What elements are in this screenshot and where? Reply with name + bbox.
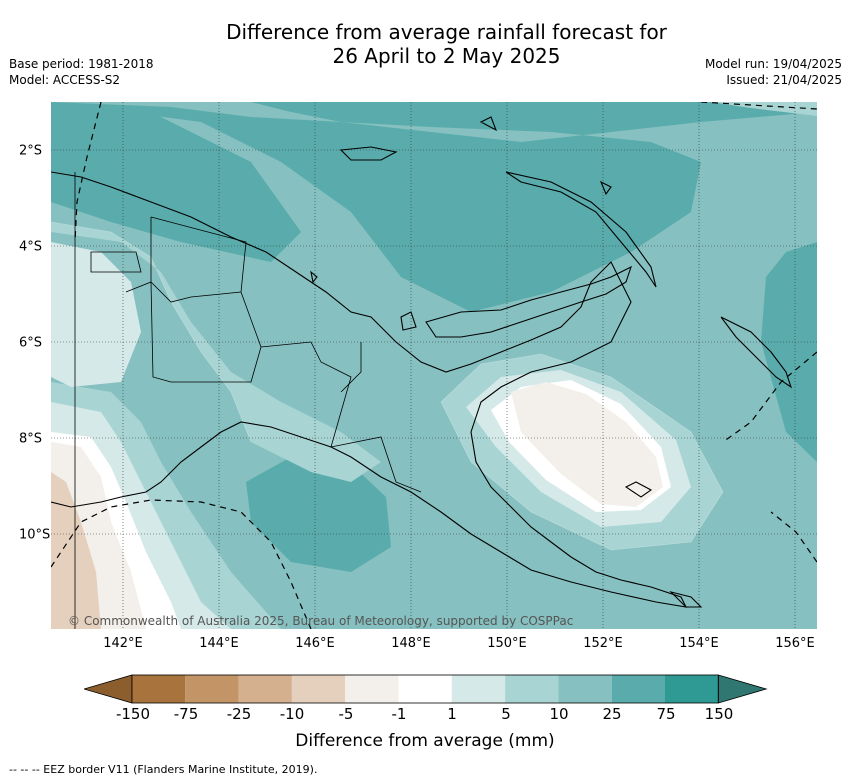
colorbar-segment [558, 675, 612, 703]
chart-title: Difference from average rainfall forecas… [0, 20, 850, 68]
colorbar-segment [345, 675, 399, 703]
anomaly-band-5-10-nw [51, 222, 381, 482]
title-line-2: 26 April to 2 May 2025 [332, 44, 561, 68]
colorbar-segment [238, 675, 292, 703]
lon-label: 142°E [103, 636, 143, 651]
colorbar-tick-label: 1 [447, 705, 457, 723]
new-britain-coast [425, 265, 632, 338]
meta-left: Base period: 1981-2018 Model: ACCESS-S2 [9, 56, 154, 88]
colorbar-extend-low [84, 674, 133, 704]
rainfall-map [51, 102, 817, 629]
model-name: Model: ACCESS-S2 [9, 73, 121, 87]
islands-northeast [310, 116, 612, 331]
colorbar-tick-label: 75 [656, 705, 676, 723]
colorbar-tick-label: -1 [391, 705, 407, 723]
lon-label: 146°E [295, 636, 335, 651]
colorbar [84, 674, 768, 704]
anomaly-band-minus10-minus5-sw [51, 472, 101, 629]
colorbar-segment [665, 675, 719, 703]
lat-label: 6°S [19, 335, 43, 351]
colorbar-tick-label: 25 [602, 705, 622, 723]
anomaly-band-minus5-minus1-centre [511, 382, 663, 507]
manus-island-coast [339, 146, 398, 161]
province-borders [74, 172, 422, 629]
model-run: Model run: 19/04/2025 [704, 57, 842, 71]
colorbar-extend-high [717, 674, 768, 704]
colorbar-segment [132, 675, 186, 703]
colorbar-tick-label: 10 [549, 705, 569, 723]
lon-label: 150°E [487, 636, 527, 651]
new-guinea-coast [51, 171, 687, 608]
colorbar-tick-label: -5 [338, 705, 354, 723]
coastlines [51, 116, 793, 608]
colorbar-tick-label: -150 [115, 705, 151, 723]
lon-label: 156°E [775, 636, 815, 651]
colorbar-segment [291, 675, 346, 703]
colorbar-tick-label: 5 [501, 705, 511, 723]
anomaly-band-25-75-north [51, 102, 817, 312]
lon-label: 148°E [391, 636, 431, 651]
anomaly-band-5-10-ne [711, 102, 817, 116]
colorbar-segment [505, 675, 559, 703]
anomaly-band-25-75-east [761, 242, 817, 462]
colorbar-tick-label: -75 [173, 705, 199, 723]
anomaly-band-1-5-west [51, 242, 141, 387]
issued-date: Issued: 21/04/2025 [726, 73, 842, 87]
lon-label: 154°E [679, 636, 719, 651]
meta-right: Model run: 19/04/2025 Issued: 21/04/2025 [705, 56, 842, 88]
lon-label: 152°E [583, 636, 623, 651]
colorbar-tick-label: 150 [704, 705, 734, 723]
colorbar-segment [611, 675, 665, 703]
lon-label: 144°E [199, 636, 239, 651]
bougainville-coast [720, 316, 793, 389]
louisiade-islands [624, 481, 703, 608]
lat-label: 10°S [19, 527, 51, 543]
new-ireland-coast [505, 171, 657, 288]
base-period: Base period: 1981-2018 [9, 57, 154, 71]
eez-border [51, 102, 817, 629]
anomaly-band-25-75-west [51, 102, 301, 262]
lat-label: 4°S [19, 239, 43, 255]
lat-label: 8°S [19, 431, 43, 447]
colorbar-tick-label: -10 [279, 705, 305, 723]
lat-label: 2°S [19, 143, 43, 159]
graticule [51, 102, 817, 629]
anomaly-band-25-75-south [246, 457, 391, 572]
colorbar-segment [398, 675, 452, 703]
colorbar-segment [185, 675, 239, 703]
eez-legend-note: -- -- -- EEZ border V11 (Flanders Marine… [9, 763, 318, 776]
copyright-text: © Commonwealth of Australia 2025, Bureau… [68, 614, 574, 628]
title-line-1: Difference from average rainfall forecas… [226, 20, 667, 44]
colorbar-segment [451, 675, 506, 703]
colorbar-tick-label: -25 [226, 705, 252, 723]
colorbar-frame [131, 674, 719, 704]
colorbar-label: Difference from average (mm) [295, 731, 555, 751]
